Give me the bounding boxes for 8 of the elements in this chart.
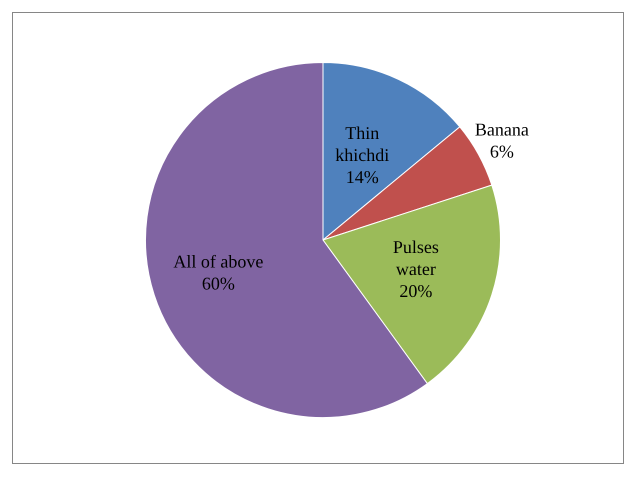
data-label: 20% [399, 280, 432, 301]
slice-label: Pulses water [392, 236, 439, 279]
slice-label: All of above [173, 252, 264, 272]
data-label: 6% [490, 141, 514, 162]
data-label: 60% [202, 274, 235, 294]
slice-label: Thin khichdi [335, 123, 390, 166]
data-label: 14% [346, 167, 379, 188]
slice-label: Banana [474, 119, 529, 140]
